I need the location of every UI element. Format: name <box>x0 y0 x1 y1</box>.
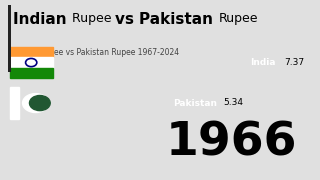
Bar <box>10 57 53 68</box>
Text: vs: vs <box>115 12 140 27</box>
Text: Indian Rupee vs Pakistan Rupee 1967-2024: Indian Rupee vs Pakistan Rupee 1967-2024 <box>13 48 179 57</box>
Text: India: India <box>250 58 276 67</box>
Bar <box>10 68 53 78</box>
Bar <box>10 47 53 57</box>
Text: Rupee: Rupee <box>72 12 115 25</box>
Bar <box>10 87 19 119</box>
Text: 7.37: 7.37 <box>284 58 304 67</box>
Circle shape <box>22 94 49 112</box>
Text: Pakistan: Pakistan <box>140 12 219 27</box>
Text: Rupee: Rupee <box>219 12 258 25</box>
Circle shape <box>29 95 50 111</box>
Text: Indian: Indian <box>13 12 72 27</box>
Text: Pakistan: Pakistan <box>173 99 217 107</box>
Text: 5.34: 5.34 <box>223 98 244 107</box>
Text: 1966: 1966 <box>166 121 298 166</box>
